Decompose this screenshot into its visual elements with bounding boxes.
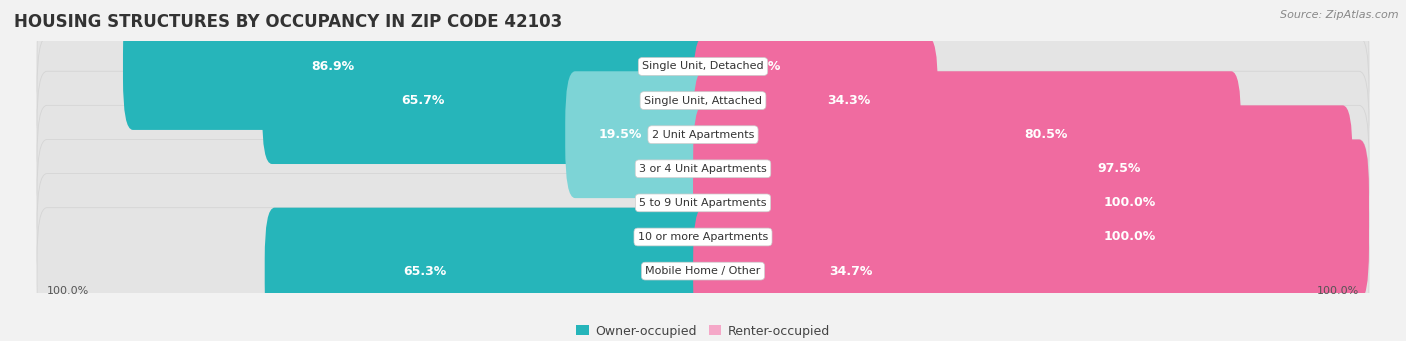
Text: 100.0%: 100.0% bbox=[1104, 231, 1156, 243]
Text: HOUSING STRUCTURES BY OCCUPANCY IN ZIP CODE 42103: HOUSING STRUCTURES BY OCCUPANCY IN ZIP C… bbox=[14, 13, 562, 31]
Text: 86.9%: 86.9% bbox=[311, 60, 354, 73]
Text: 19.5%: 19.5% bbox=[598, 128, 641, 141]
Text: 100.0%: 100.0% bbox=[46, 286, 89, 296]
Text: 3 or 4 Unit Apartments: 3 or 4 Unit Apartments bbox=[640, 164, 766, 174]
Text: 34.7%: 34.7% bbox=[830, 265, 873, 278]
FancyBboxPatch shape bbox=[693, 3, 799, 130]
FancyBboxPatch shape bbox=[264, 208, 713, 335]
Text: Source: ZipAtlas.com: Source: ZipAtlas.com bbox=[1281, 10, 1399, 20]
FancyBboxPatch shape bbox=[37, 139, 1369, 266]
Text: 10 or more Apartments: 10 or more Apartments bbox=[638, 232, 768, 242]
FancyBboxPatch shape bbox=[676, 105, 713, 232]
Text: Single Unit, Attached: Single Unit, Attached bbox=[644, 95, 762, 106]
Text: 5 to 9 Unit Apartments: 5 to 9 Unit Apartments bbox=[640, 198, 766, 208]
Text: 2.5%: 2.5% bbox=[645, 162, 676, 175]
FancyBboxPatch shape bbox=[37, 105, 1369, 232]
FancyBboxPatch shape bbox=[565, 71, 713, 198]
FancyBboxPatch shape bbox=[693, 174, 1369, 300]
FancyBboxPatch shape bbox=[37, 37, 1369, 164]
Text: Mobile Home / Other: Mobile Home / Other bbox=[645, 266, 761, 276]
Text: 100.0%: 100.0% bbox=[1104, 196, 1156, 209]
Text: 34.3%: 34.3% bbox=[828, 94, 870, 107]
FancyBboxPatch shape bbox=[693, 105, 1353, 232]
FancyBboxPatch shape bbox=[693, 71, 1241, 198]
Text: 65.7%: 65.7% bbox=[401, 94, 444, 107]
FancyBboxPatch shape bbox=[693, 139, 1369, 266]
Text: 65.3%: 65.3% bbox=[404, 265, 446, 278]
FancyBboxPatch shape bbox=[122, 3, 713, 130]
Text: Single Unit, Detached: Single Unit, Detached bbox=[643, 61, 763, 72]
FancyBboxPatch shape bbox=[37, 174, 1369, 300]
Text: 97.5%: 97.5% bbox=[1097, 162, 1140, 175]
Text: 2 Unit Apartments: 2 Unit Apartments bbox=[652, 130, 754, 140]
Text: 13.1%: 13.1% bbox=[737, 60, 780, 73]
FancyBboxPatch shape bbox=[37, 208, 1369, 335]
Text: 80.5%: 80.5% bbox=[1025, 128, 1069, 141]
FancyBboxPatch shape bbox=[37, 3, 1369, 130]
FancyBboxPatch shape bbox=[693, 208, 941, 335]
Legend: Owner-occupied, Renter-occupied: Owner-occupied, Renter-occupied bbox=[571, 320, 835, 341]
FancyBboxPatch shape bbox=[693, 37, 938, 164]
Text: 100.0%: 100.0% bbox=[1317, 286, 1360, 296]
FancyBboxPatch shape bbox=[262, 37, 713, 164]
FancyBboxPatch shape bbox=[37, 71, 1369, 198]
